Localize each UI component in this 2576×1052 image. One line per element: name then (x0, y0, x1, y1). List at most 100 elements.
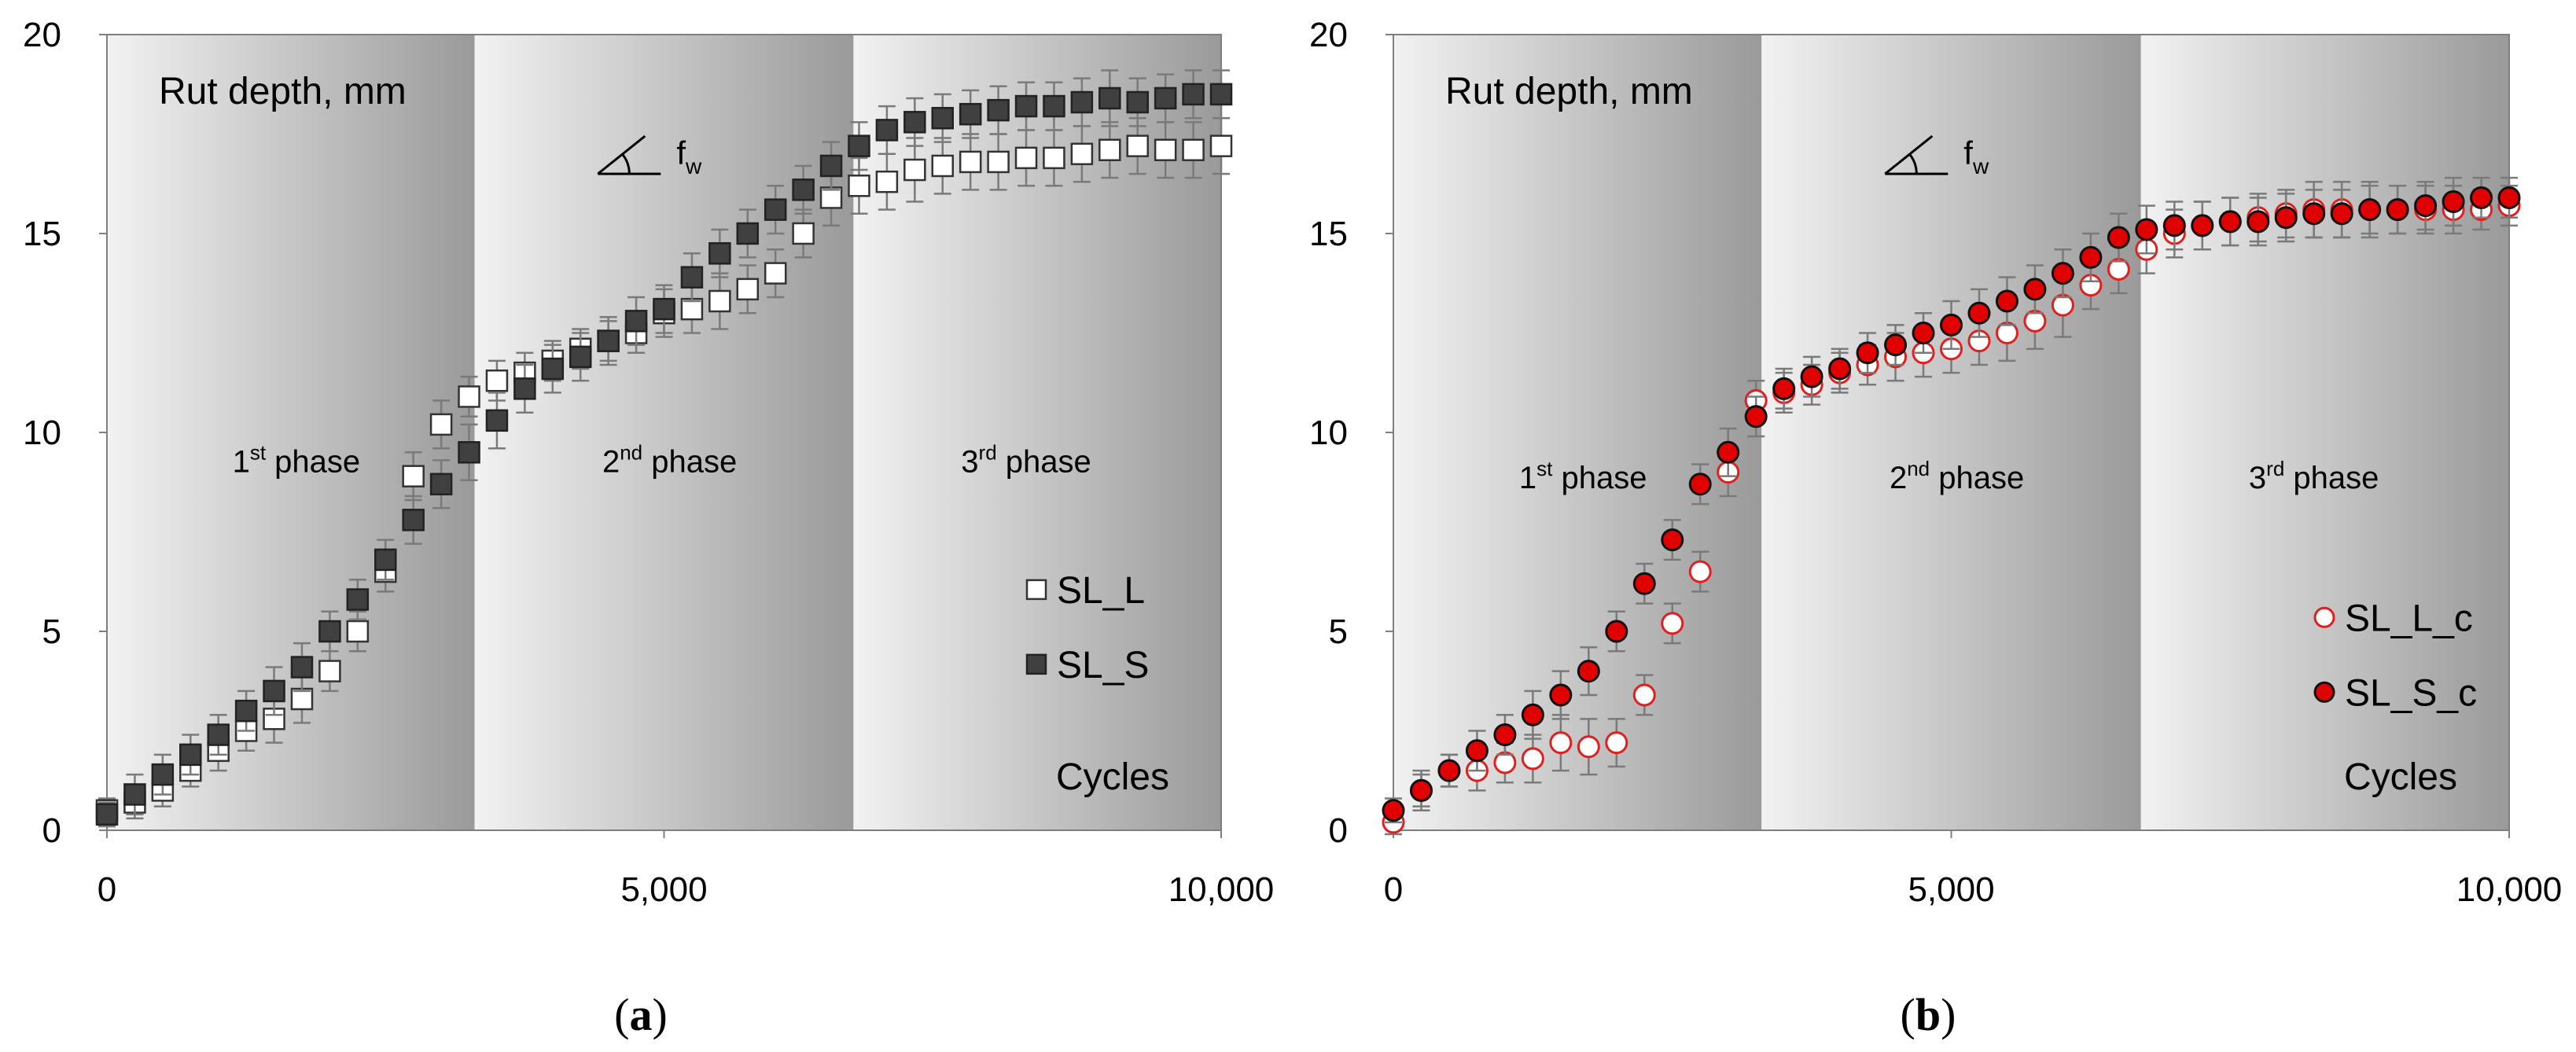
panel-a-point-SL_L (1098, 138, 1121, 161)
panel-b-point-SL_S_c (1995, 289, 2018, 313)
panel-b: 0 5 10 15 20 0 5,000 10,000 Rut depth, mm Cycles 1… (1309, 16, 2562, 1040)
panel-a-point-SL_L (1154, 138, 1177, 161)
panel-b-point-SL_S_c (2135, 218, 2158, 241)
panel-b-point-SL_L_c (1688, 560, 1712, 583)
panel-a-point-SL_S (234, 699, 258, 723)
panel-b-point-SL_S_c (1382, 799, 1405, 822)
panel-b-x-tick-label: 10,000 (2456, 870, 2563, 909)
panel-b-point-SL_S_c (1465, 739, 1489, 763)
panel-a-point-SL_S (680, 266, 704, 289)
panel-a-point-SL_S (959, 102, 982, 126)
panel-a-phase-label-1: 1st phase (233, 441, 361, 480)
panel-b-point-SL_L_c (1661, 612, 1684, 635)
panel-a-point-SL_L (1070, 142, 1094, 166)
panel-b-legend-marker-SL_L_c (2313, 606, 2335, 628)
panel-b-x-axis-label: Cycles (2344, 756, 2457, 798)
panel-a-point-SL_S (290, 656, 314, 679)
panel-b-point-SL_S_c (1493, 723, 1517, 747)
panel-a-point-SL_L (875, 170, 899, 193)
panel-b-point-SL_S_c (1549, 683, 1573, 707)
panel-b-point-SL_S_c (1661, 528, 1684, 552)
panel-a-point-SL_L (736, 278, 760, 301)
panel-b-point-SL_S_c (2162, 214, 2186, 237)
panel-a-point-SL_S (1209, 83, 1233, 106)
panel-b-point-SL_S_c (1632, 572, 1656, 595)
panel-a-point-SL_S (848, 134, 870, 157)
panel-b-point-SL_S_c (2191, 214, 2214, 237)
panel-a-point-SL_L (931, 154, 954, 178)
panel-b-point-SL_L_c (1577, 735, 1600, 759)
panel-a-point-SL_L (987, 150, 1010, 174)
panel-a-point-SL_S (95, 803, 119, 826)
panel-b-point-SL_L_c (1605, 731, 1628, 755)
panel-b-y-tick-label: 0 (1329, 811, 1348, 850)
panel-b-phase-label-2: 2nd phase (1890, 457, 2024, 495)
panel-a-point-SL_L (485, 369, 509, 392)
panel-a-point-SL_L (318, 660, 341, 682)
panel-a-point-SL_S (569, 345, 592, 369)
panel-a-point-SL_S (485, 409, 509, 432)
panel-a-point-SL_L (1043, 146, 1065, 170)
panel-a-legend-label-SL_L: SL_L (1057, 570, 1145, 612)
panel-a-point-SL_S (1014, 94, 1038, 118)
panel-b-y-tick-label: 20 (1309, 16, 1348, 54)
panel-b-point-SL_L_c (1632, 683, 1656, 707)
panel-a-y-tick-label: 15 (23, 215, 61, 253)
panel-a-point-SL_S (402, 509, 425, 532)
panel-a-point-SL_S (318, 620, 341, 643)
panel-a-point-SL_S (764, 198, 787, 221)
panel-a-x-tick-label: 10,000 (1168, 870, 1275, 909)
panel-a-point-SL_S (1070, 90, 1094, 114)
panel-a-point-SL_S (792, 178, 815, 201)
panel-a-point-SL_L (290, 687, 314, 711)
panel-a-point-SL_S (179, 743, 202, 767)
panel-b-phase-band-1 (1393, 35, 1762, 830)
panel-b-slope-symbol-icon (1884, 134, 1949, 175)
panel-a-point-SL_L (764, 262, 787, 285)
panel-a-point-SL_S (151, 763, 175, 786)
panel-a-slope-symbol-icon (597, 134, 661, 175)
panel-b-fw-label: fw (1963, 134, 1989, 178)
panel-a-point-SL_S (624, 310, 648, 333)
panel-b-point-SL_S_c (2079, 245, 2103, 269)
panel-b-phase-label-3: 3rd phase (2249, 457, 2379, 495)
panel-b-point-SL_S_c (1912, 322, 1935, 344)
panel-a-y-tick-label: 0 (42, 811, 61, 850)
panel-b-y-tick-label: 15 (1309, 215, 1348, 253)
panel-a-point-SL_S (429, 473, 453, 496)
panel-a-point-SL_L (1182, 138, 1205, 161)
panel-a-phase-label-3: 3rd phase (961, 441, 1091, 480)
panel-b-legend-label-SL_L_c: SL_L_c (2345, 598, 2473, 639)
panel-a-x-tick-label: 5,000 (620, 870, 707, 909)
panel-b-point-SL_S_c (1717, 440, 1740, 464)
panel-b-point-SL_S_c (2023, 278, 2047, 301)
panel-a-point-SL_S (374, 548, 397, 572)
panel-a-phase-band-1 (107, 35, 475, 830)
panel-b-point-SL_S_c (2330, 202, 2353, 226)
panel-a-point-SL_L (848, 175, 870, 197)
panel-b-x-tick-label: 0 (1384, 870, 1403, 909)
panel-a-point-SL_S (458, 441, 480, 464)
panel-a-legend-marker-SL_L (1025, 579, 1047, 601)
panel-a-point-SL_S (1182, 83, 1205, 106)
panel-a-point-SL_L (1209, 134, 1233, 157)
panel-a-point-SL_L (792, 222, 815, 245)
panel-b-point-SL_S_c (2107, 226, 2130, 249)
panel-a-y-tick-label: 20 (23, 16, 61, 54)
panel-b-point-SL_S_c (1772, 377, 1796, 400)
panel-b-point-SL_S_c (2051, 262, 2074, 285)
panel-b-x-tick-label: 5,000 (1908, 870, 1994, 909)
panel-b-point-SL_S_c (1884, 333, 1908, 357)
panel-b-y-tick-label: 5 (1329, 612, 1348, 651)
panel-b-point-SL_S_c (2274, 206, 2298, 230)
panel-b-point-SL_S_c (2470, 186, 2493, 209)
panel-b-legend-label-SL_S_c: SL_S_c (2345, 672, 2477, 714)
panel-b-point-SL_S_c (1940, 313, 1963, 337)
panel-a-legend-marker-SL_S (1025, 653, 1047, 675)
panel-a-y-tick-label: 10 (23, 414, 61, 452)
panel-b-point-SL_L_c (1521, 747, 1544, 771)
panel-b-point-SL_S_c (1577, 660, 1600, 683)
panel-a-point-SL_L (708, 289, 731, 313)
panel-a-point-SL_S (513, 377, 536, 400)
